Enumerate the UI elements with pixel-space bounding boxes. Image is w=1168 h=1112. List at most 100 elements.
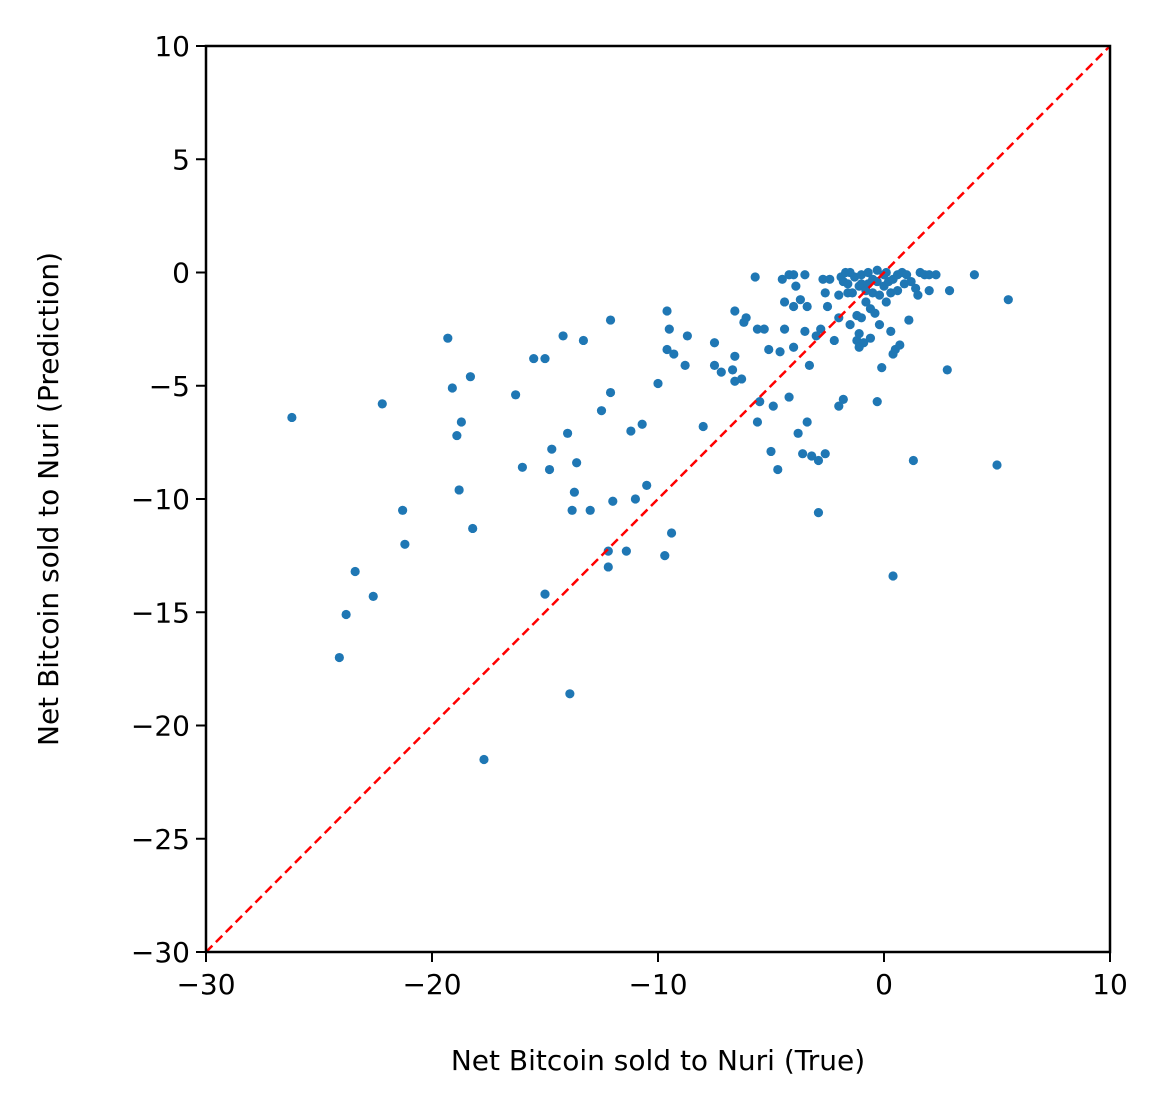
data-point <box>666 528 677 538</box>
data-point <box>902 270 912 280</box>
data-point <box>845 319 855 330</box>
data-point <box>789 342 799 352</box>
data-point <box>881 297 891 307</box>
x-tick-label: −10 <box>628 968 687 1001</box>
data-point <box>944 286 955 296</box>
data-point <box>727 365 738 375</box>
x-tick-label: −30 <box>176 968 235 1001</box>
data-point <box>906 276 916 287</box>
data-point <box>870 308 880 318</box>
data-point <box>716 367 726 377</box>
y-tick-label: −25 <box>131 823 190 856</box>
data-point <box>813 507 824 518</box>
data-point <box>813 455 824 466</box>
data-point <box>789 301 799 312</box>
data-point <box>789 270 799 280</box>
data-point <box>886 326 896 336</box>
data-point <box>698 421 708 432</box>
data-point <box>1003 295 1013 305</box>
data-point <box>969 270 980 280</box>
data-point <box>834 401 844 411</box>
data-point <box>773 464 783 475</box>
y-tick-label: −10 <box>131 483 190 516</box>
data-point <box>341 609 351 620</box>
data-point <box>992 460 1002 470</box>
data-point <box>843 279 853 289</box>
data-point <box>377 399 387 409</box>
data-point <box>764 344 774 355</box>
x-tick-label: 10 <box>1092 968 1128 1001</box>
data-point <box>567 505 577 515</box>
data-point <box>888 571 898 581</box>
data-point <box>669 349 679 359</box>
data-point <box>660 551 670 561</box>
plot-frame <box>204 44 1112 954</box>
data-point <box>856 313 867 323</box>
y-axis-label: Net Bitcoin sold to Nuri (Prediction) <box>32 252 65 746</box>
data-point <box>798 449 808 459</box>
data-point <box>572 458 582 468</box>
points-layer <box>287 265 1013 765</box>
data-point <box>544 464 555 475</box>
data-point <box>838 394 848 404</box>
y-axis: 10 5 0 −5 −10 −15 −20 −25 −30 <box>131 30 206 969</box>
data-point <box>596 406 607 416</box>
data-point <box>637 419 647 429</box>
data-point <box>775 347 785 357</box>
data-point <box>913 290 923 300</box>
data-point <box>540 589 550 599</box>
y-tick-label: −20 <box>131 710 190 743</box>
data-point <box>904 315 914 325</box>
y-tick-label: −15 <box>131 596 190 629</box>
data-point <box>578 335 589 346</box>
data-point <box>605 315 616 325</box>
data-point <box>730 351 740 361</box>
data-point <box>547 444 557 454</box>
data-point <box>834 290 844 300</box>
data-point <box>811 331 821 341</box>
data-point <box>766 446 776 457</box>
data-point <box>863 267 873 278</box>
data-point <box>585 505 595 515</box>
data-point <box>931 270 941 280</box>
data-point <box>569 487 579 497</box>
data-point <box>892 286 903 296</box>
data-point <box>784 392 794 402</box>
data-point <box>709 360 720 370</box>
data-point <box>854 329 864 339</box>
data-point <box>750 272 760 282</box>
data-point <box>779 324 790 334</box>
data-point <box>795 295 805 305</box>
data-point <box>779 297 790 307</box>
data-point <box>368 591 378 601</box>
data-point <box>859 338 869 348</box>
x-axis-label: Net Bitcoin sold to Nuri (True) <box>451 1044 865 1077</box>
data-point <box>334 652 344 663</box>
data-point <box>653 378 663 389</box>
data-point <box>816 324 826 334</box>
data-point <box>752 324 763 334</box>
reference-line <box>205 45 1111 953</box>
data-point <box>465 372 476 382</box>
data-point <box>447 383 457 393</box>
data-point <box>630 494 641 504</box>
data-point <box>847 288 857 298</box>
data-point <box>872 276 882 287</box>
data-point <box>942 365 952 375</box>
data-point <box>908 455 918 466</box>
data-point <box>709 338 720 348</box>
data-point <box>791 281 801 291</box>
y-tick-label: 0 <box>172 257 190 290</box>
data-point <box>563 428 573 438</box>
data-point <box>802 417 812 427</box>
data-point <box>605 387 616 398</box>
data-point <box>820 449 830 459</box>
data-point <box>682 331 692 341</box>
data-point <box>626 426 636 436</box>
data-point <box>479 754 489 765</box>
y-tick-label: 5 <box>172 143 190 176</box>
data-point <box>872 397 882 407</box>
data-point <box>350 566 360 577</box>
data-point <box>804 360 815 370</box>
data-point <box>820 288 830 298</box>
